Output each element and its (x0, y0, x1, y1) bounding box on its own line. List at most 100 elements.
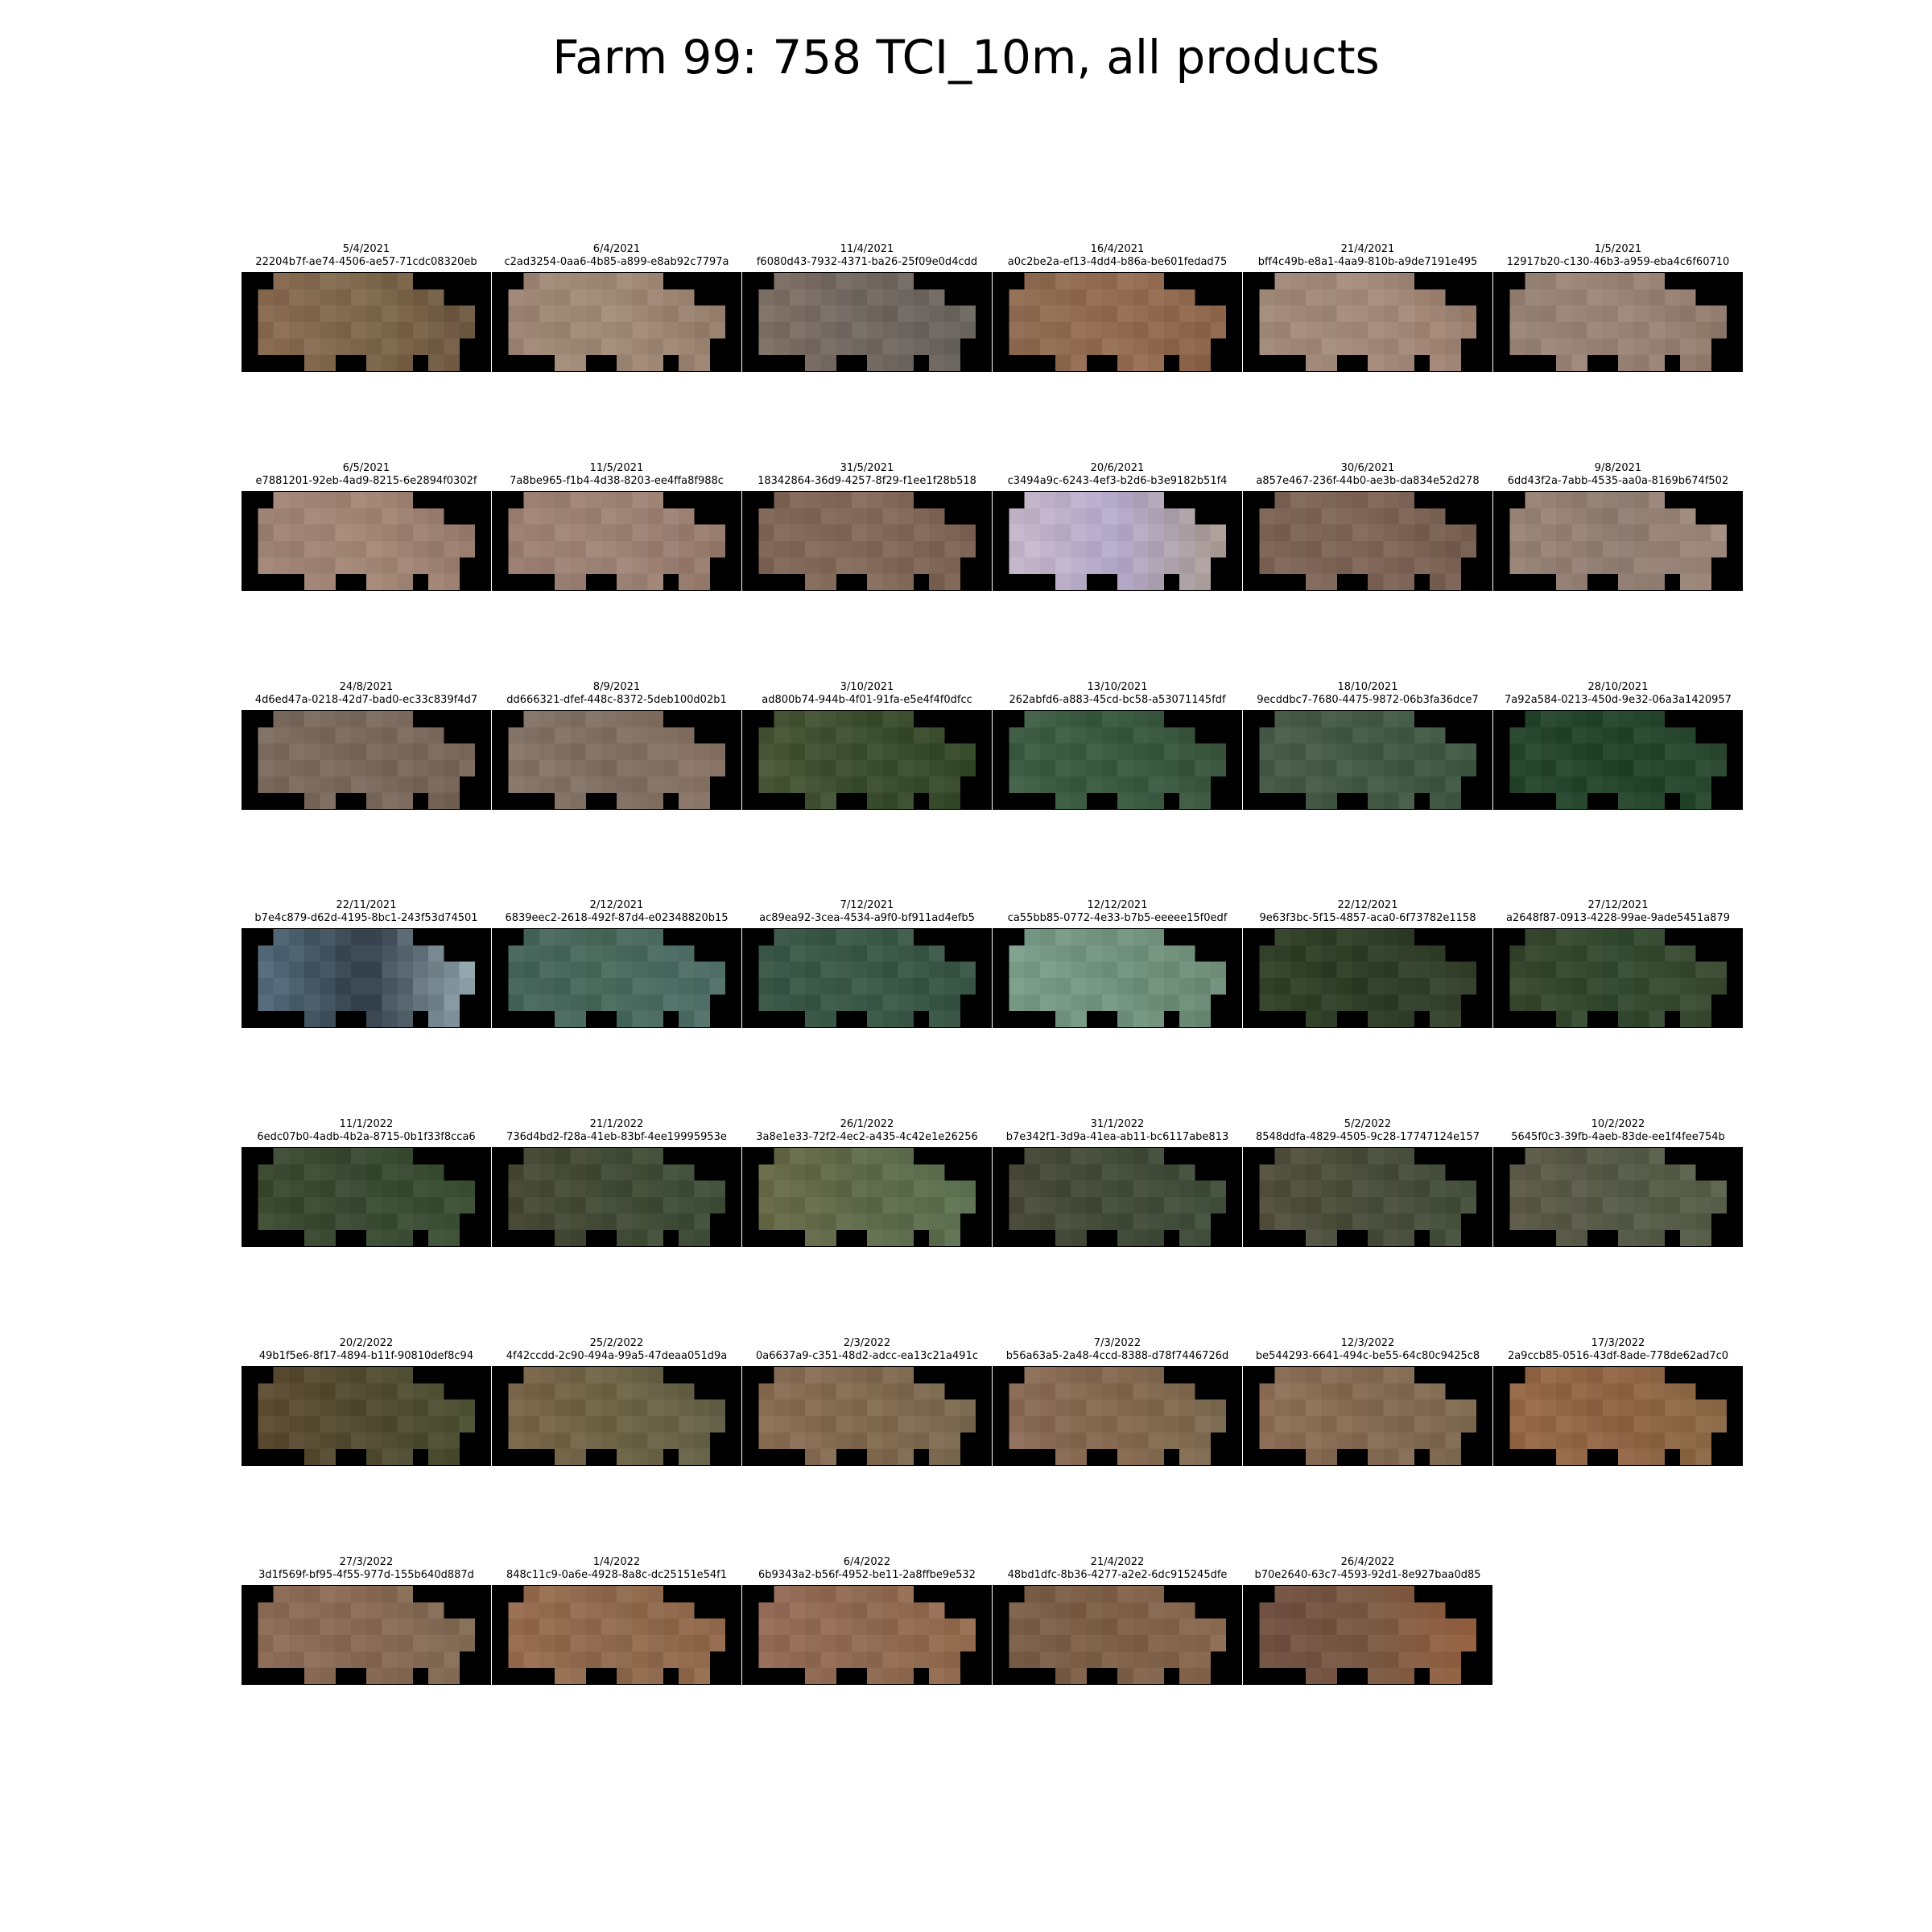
tile-date-label: 26/1/2022 (840, 1118, 894, 1130)
thumbnail-tile: 20/6/2021 c3494a9c-6243-4ef3-b2d6-b3e9182… (993, 462, 1242, 591)
tile-date-label: 12/3/2022 (1340, 1337, 1395, 1349)
tile-date-label: 12/12/2021 (1087, 899, 1148, 911)
tile-date-label: 5/4/2021 (342, 243, 390, 255)
tile-image (1493, 1366, 1743, 1466)
tile-product-id-label: f6080d43-7932-4371-ba26-25f09e0d4cdd (756, 256, 978, 268)
thumbnail-tile: 27/12/2021 a2648f87-0913-4228-99ae-9ade54… (1493, 899, 1743, 1028)
thumbnail-tile: 22/11/2021 b7e4c879-d62d-4195-8bc1-243f53… (242, 899, 491, 1028)
tile-product-id-label: 22204b7f-ae74-4506-ae57-71cdc08320eb (255, 256, 477, 268)
tile-product-id-label: b56a63a5-2a48-4ccd-8388-d78f7446726d (1005, 1350, 1229, 1362)
tile-product-id-label: a857e467-236f-44b0-ae3b-da834e52d278 (1256, 475, 1480, 487)
tile-product-id-label: 12917b20-c130-46b3-a959-eba4c6f60710 (1506, 256, 1730, 268)
tile-product-id-label: 9e63f3bc-5f15-4857-aca0-6f73782e1158 (1259, 912, 1476, 924)
tile-date-label: 21/4/2021 (1340, 243, 1395, 255)
tile-date-label: 10/2/2022 (1591, 1118, 1645, 1130)
thumbnail-tile: 12/3/2022 be544293-6641-494c-be55-64c80c9… (1243, 1337, 1492, 1466)
thumbnail-tile: 11/1/2022 6edc07b0-4adb-4b2a-8715-0b1f33f… (242, 1118, 491, 1247)
tile-image (492, 928, 741, 1028)
tile-image (993, 1366, 1242, 1466)
tile-image (242, 1147, 491, 1247)
thumbnail-tile: 22/12/2021 9e63f3bc-5f15-4857-aca0-6f7378… (1243, 899, 1492, 1028)
tile-product-id-label: 6839eec2-2618-492f-87d4-e02348820b15 (505, 912, 729, 924)
tile-product-id-label: 6b9343a2-b56f-4952-be11-2a8ffbe9e532 (758, 1569, 976, 1581)
thumbnail-tile: 2/12/2021 6839eec2-2618-492f-87d4-e023488… (492, 899, 741, 1028)
tile-product-id-label: ac89ea92-3cea-4534-a9f0-bf911ad4efb5 (759, 912, 975, 924)
tile-product-id-label: 7a8be965-f1b4-4d38-8203-ee4ffa8f988c (510, 475, 724, 487)
tile-date-label: 27/3/2022 (339, 1556, 394, 1568)
tile-image (742, 1585, 992, 1685)
tile-product-id-label: a2648f87-0913-4228-99ae-9ade5451a879 (1506, 912, 1730, 924)
tile-date-label: 31/5/2021 (840, 462, 894, 474)
tile-image (242, 1366, 491, 1466)
tile-product-id-label: 736d4bd2-f28a-41eb-83bf-4ee19995953e (506, 1131, 727, 1143)
tile-product-id-label: a0c2be2a-ef13-4dd4-b86a-be601fedad75 (1007, 256, 1228, 268)
tile-product-id-label: 48bd1dfc-8b36-4277-a2e2-6dc915245dfe (1007, 1569, 1228, 1581)
tile-date-label: 28/10/2021 (1587, 681, 1649, 693)
tile-date-label: 20/2/2022 (339, 1337, 394, 1349)
tile-product-id-label: 5645f0c3-39fb-4aeb-83de-ee1f4fee754b (1511, 1131, 1725, 1143)
tile-date-label: 3/10/2021 (840, 681, 894, 693)
tile-image (1243, 272, 1492, 372)
thumbnail-tile: 5/2/2022 8548ddfa-4829-4505-9c28-17747124… (1243, 1118, 1492, 1247)
tile-date-label: 21/4/2022 (1090, 1556, 1145, 1568)
thumbnail-tile: 21/4/2021 bff4c49b-e8a1-4aa9-810b-a9de719… (1243, 243, 1492, 372)
tile-product-id-label: b70e2640-63c7-4593-92d1-8e927baa0d85 (1254, 1569, 1481, 1581)
tile-image (742, 710, 992, 810)
thumbnail-tile: 13/10/2021 262abfd6-a883-45cd-bc58-a53071… (993, 681, 1242, 810)
thumbnail-tile: 12/12/2021 ca55bb85-0772-4e33-b7b5-eeeee1… (993, 899, 1242, 1028)
tile-date-label: 13/10/2021 (1087, 681, 1148, 693)
tile-date-label: 6/5/2021 (342, 462, 390, 474)
tile-date-label: 1/5/2021 (1594, 243, 1642, 255)
tile-image (492, 1366, 741, 1466)
thumbnail-tile: 1/5/2021 12917b20-c130-46b3-a959-eba4c6f6… (1493, 243, 1743, 372)
tile-date-label: 22/12/2021 (1337, 899, 1398, 911)
tile-image (242, 272, 491, 372)
tile-date-label: 2/12/2021 (589, 899, 644, 911)
tile-image (1493, 1147, 1743, 1247)
thumbnail-tile: 28/10/2021 7a92a584-0213-450d-9e32-06a3a1… (1493, 681, 1743, 810)
tile-image (742, 272, 992, 372)
tile-image (492, 710, 741, 810)
tile-product-id-label: 8548ddfa-4829-4505-9c28-17747124e157 (1255, 1131, 1480, 1143)
thumbnail-tile: 7/12/2021 ac89ea92-3cea-4534-a9f0-bf911ad… (742, 899, 992, 1028)
thumbnail-tile: 25/2/2022 4f42ccdd-2c90-494a-99a5-47deaa0… (492, 1337, 741, 1466)
tile-image (1243, 1366, 1492, 1466)
thumbnail-tile: 31/1/2022 b7e342f1-3d9a-41ea-ab11-bc6117a… (993, 1118, 1242, 1247)
tile-product-id-label: 9ecddbc7-7680-4475-9872-06b3fa36dce7 (1257, 694, 1479, 706)
thumbnail-tile: 1/4/2022 848c11c9-0a6e-4928-8a8c-dc25151e… (492, 1556, 741, 1685)
tile-image (742, 928, 992, 1028)
thumbnail-tile: 6/5/2021 e7881201-92eb-4ad9-8215-6e2894f0… (242, 462, 491, 591)
tile-product-id-label: bff4c49b-e8a1-4aa9-810b-a9de7191e495 (1257, 256, 1478, 268)
tile-date-label: 24/8/2021 (339, 681, 394, 693)
tile-image (242, 928, 491, 1028)
tile-product-id-label: ca55bb85-0772-4e33-b7b5-eeeee15f0edf (1007, 912, 1228, 924)
tile-product-id-label: 4f42ccdd-2c90-494a-99a5-47deaa051d9a (506, 1350, 728, 1362)
tile-image (242, 1585, 491, 1685)
tile-product-id-label: ad800b74-944b-4f01-91fa-e5e4f4f0dfcc (762, 694, 972, 706)
tile-date-label: 6/4/2021 (592, 243, 641, 255)
thumbnail-tile: 3/10/2021 ad800b74-944b-4f01-91fa-e5e4f4f… (742, 681, 992, 810)
thumbnail-tile: 24/8/2021 4d6ed47a-0218-42d7-bad0-ec33c83… (242, 681, 491, 810)
tile-date-label: 5/2/2022 (1344, 1118, 1392, 1130)
tile-image (1243, 491, 1492, 591)
tile-product-id-label: 18342864-36d9-4257-8f29-f1ee1f28b518 (758, 475, 976, 487)
thumbnail-tile: 2/3/2022 0a6637a9-c351-48d2-adcc-ea13c21a… (742, 1337, 992, 1466)
tile-product-id-label: be544293-6641-494c-be55-64c80c9425c8 (1255, 1350, 1480, 1362)
tile-image (1493, 272, 1743, 372)
tile-image (1243, 710, 1492, 810)
thumbnail-tile: 26/4/2022 b70e2640-63c7-4593-92d1-8e927ba… (1243, 1556, 1492, 1685)
tile-date-label: 31/1/2022 (1090, 1118, 1145, 1130)
tile-product-id-label: 262abfd6-a883-45cd-bc58-a53071145fdf (1009, 694, 1226, 706)
thumbnail-tile: 16/4/2021 a0c2be2a-ef13-4dd4-b86a-be601fe… (993, 243, 1242, 372)
tile-product-id-label: 2a9ccb85-0516-43df-8ade-778de62ad7c0 (1507, 1350, 1729, 1362)
tile-image (492, 272, 741, 372)
tile-image (242, 710, 491, 810)
tile-date-label: 11/4/2021 (840, 243, 894, 255)
tile-date-label: 11/1/2022 (339, 1118, 394, 1130)
tile-image (492, 1585, 741, 1685)
tile-date-label: 7/3/2022 (1093, 1337, 1141, 1349)
thumbnail-tile: 8/9/2021 dd666321-dfef-448c-8372-5deb100d… (492, 681, 741, 810)
tile-date-label: 22/11/2021 (336, 899, 397, 911)
thumbnail-tile: 17/3/2022 2a9ccb85-0516-43df-8ade-778de62… (1493, 1337, 1743, 1466)
tile-date-label: 20/6/2021 (1090, 462, 1145, 474)
